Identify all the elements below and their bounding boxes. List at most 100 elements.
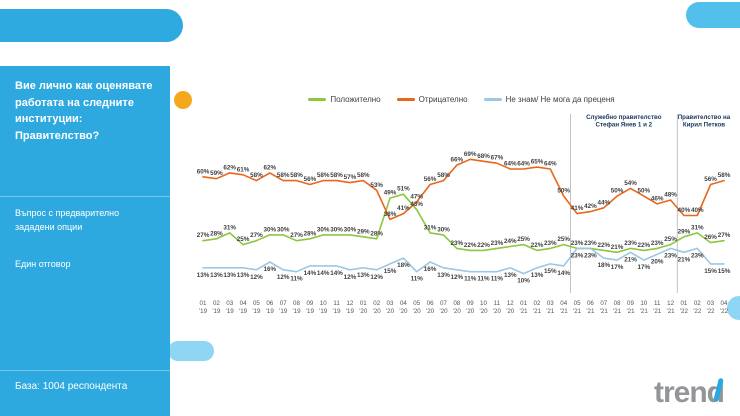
svg-text:12%: 12% bbox=[250, 274, 263, 281]
svg-text:64%: 64% bbox=[517, 161, 530, 168]
svg-text:28%: 28% bbox=[370, 230, 383, 237]
svg-text:15%: 15% bbox=[384, 268, 397, 275]
svg-text:27%: 27% bbox=[250, 232, 263, 239]
svg-text:06: 06 bbox=[427, 300, 434, 307]
svg-text:'21: '21 bbox=[533, 308, 542, 315]
svg-text:06: 06 bbox=[266, 300, 273, 307]
svg-text:58%: 58% bbox=[317, 172, 330, 179]
svg-text:40%: 40% bbox=[678, 207, 691, 214]
svg-text:56%: 56% bbox=[704, 176, 717, 183]
svg-text:58%: 58% bbox=[250, 172, 263, 179]
svg-text:46%: 46% bbox=[651, 195, 664, 202]
svg-text:11: 11 bbox=[333, 300, 340, 307]
svg-text:54%: 54% bbox=[624, 180, 637, 187]
svg-text:18%: 18% bbox=[397, 262, 410, 269]
svg-text:'19: '19 bbox=[279, 308, 288, 315]
svg-text:'20: '20 bbox=[466, 308, 475, 315]
svg-text:31%: 31% bbox=[691, 224, 704, 231]
svg-text:23%: 23% bbox=[571, 252, 584, 259]
svg-text:04: 04 bbox=[721, 300, 728, 307]
legend-item-positive: Положително bbox=[308, 94, 381, 104]
svg-text:12%: 12% bbox=[277, 274, 290, 281]
svg-text:22%: 22% bbox=[464, 242, 477, 249]
svg-text:11%: 11% bbox=[477, 276, 490, 283]
legend-label-positive: Положително bbox=[330, 94, 381, 104]
svg-text:23%: 23% bbox=[624, 240, 637, 247]
svg-text:21%: 21% bbox=[678, 256, 691, 263]
svg-text:56%: 56% bbox=[304, 176, 317, 183]
svg-text:'20: '20 bbox=[359, 308, 368, 315]
svg-text:16%: 16% bbox=[263, 266, 276, 273]
svg-text:13%: 13% bbox=[357, 272, 370, 279]
svg-text:Стефан Янев 1 и 2: Стефан Янев 1 и 2 bbox=[596, 122, 653, 129]
svg-text:'21: '21 bbox=[546, 308, 555, 315]
svg-text:23%: 23% bbox=[651, 240, 664, 247]
chart-area: Положително Отрицателно Не знам/ Не мога… bbox=[183, 92, 740, 327]
chart-legend: Положително Отрицателно Не знам/ Не мога… bbox=[183, 92, 740, 106]
svg-text:09: 09 bbox=[627, 300, 634, 307]
svg-text:67%: 67% bbox=[491, 155, 504, 162]
svg-text:11%: 11% bbox=[491, 276, 504, 283]
svg-text:Правителство на: Правителство на bbox=[678, 114, 731, 121]
svg-text:58%: 58% bbox=[437, 172, 450, 179]
sidebar-divider bbox=[0, 370, 170, 371]
svg-text:'20: '20 bbox=[373, 308, 382, 315]
svg-text:'19: '19 bbox=[252, 308, 261, 315]
svg-text:'21: '21 bbox=[520, 308, 529, 315]
svg-text:'19: '19 bbox=[346, 308, 355, 315]
svg-text:58%: 58% bbox=[277, 172, 290, 179]
decor-bottom-pill bbox=[168, 341, 214, 361]
svg-text:13%: 13% bbox=[223, 272, 236, 279]
svg-text:21%: 21% bbox=[611, 244, 624, 251]
svg-text:'20: '20 bbox=[453, 308, 462, 315]
svg-text:'20: '20 bbox=[493, 308, 502, 315]
svg-text:25%: 25% bbox=[517, 236, 530, 243]
svg-text:22%: 22% bbox=[597, 242, 610, 249]
legend-item-dontknow: Не знам/ Не мога да преценя bbox=[483, 95, 615, 104]
decor-top-right-pill bbox=[686, 2, 740, 28]
svg-text:13%: 13% bbox=[437, 272, 450, 279]
svg-text:04: 04 bbox=[560, 300, 567, 307]
svg-text:11: 11 bbox=[654, 300, 661, 307]
svg-text:22%: 22% bbox=[531, 242, 544, 249]
svg-text:07: 07 bbox=[600, 300, 607, 307]
svg-text:10%: 10% bbox=[517, 278, 530, 285]
legend-item-negative: Отрицателно bbox=[396, 95, 468, 104]
svg-text:'20: '20 bbox=[386, 308, 395, 315]
svg-text:65%: 65% bbox=[531, 159, 544, 166]
svg-text:47%: 47% bbox=[410, 193, 423, 200]
svg-text:66%: 66% bbox=[450, 157, 463, 164]
svg-text:17%: 17% bbox=[611, 264, 624, 271]
svg-text:'19: '19 bbox=[239, 308, 248, 315]
svg-text:'20: '20 bbox=[479, 308, 488, 315]
svg-text:08: 08 bbox=[614, 300, 621, 307]
svg-text:40%: 40% bbox=[691, 207, 704, 214]
svg-text:'19: '19 bbox=[306, 308, 315, 315]
svg-text:57%: 57% bbox=[344, 174, 357, 181]
svg-text:23%: 23% bbox=[664, 252, 677, 259]
decor-right-edge-pill bbox=[727, 296, 740, 320]
svg-text:14%: 14% bbox=[330, 270, 343, 277]
svg-text:23%: 23% bbox=[450, 240, 463, 247]
svg-text:24%: 24% bbox=[504, 238, 517, 245]
svg-text:50%: 50% bbox=[637, 188, 650, 195]
svg-text:30%: 30% bbox=[344, 226, 357, 233]
svg-text:58%: 58% bbox=[330, 172, 343, 179]
svg-text:11: 11 bbox=[494, 300, 501, 307]
trend-logo: trend bbox=[654, 376, 725, 409]
svg-text:'19: '19 bbox=[292, 308, 301, 315]
svg-text:05: 05 bbox=[253, 300, 260, 307]
svg-text:01: 01 bbox=[200, 300, 207, 307]
svg-text:'19: '19 bbox=[319, 308, 328, 315]
svg-text:22%: 22% bbox=[637, 242, 650, 249]
svg-text:10: 10 bbox=[320, 300, 327, 307]
svg-text:62%: 62% bbox=[223, 164, 236, 171]
svg-text:23%: 23% bbox=[491, 240, 504, 247]
svg-text:'20: '20 bbox=[399, 308, 408, 315]
svg-text:'20: '20 bbox=[439, 308, 448, 315]
svg-text:31%: 31% bbox=[223, 224, 236, 231]
svg-text:58%: 58% bbox=[357, 172, 370, 179]
answer-type-note: Един отговор bbox=[15, 259, 71, 269]
svg-text:15%: 15% bbox=[544, 268, 557, 275]
svg-text:18%: 18% bbox=[597, 262, 610, 269]
